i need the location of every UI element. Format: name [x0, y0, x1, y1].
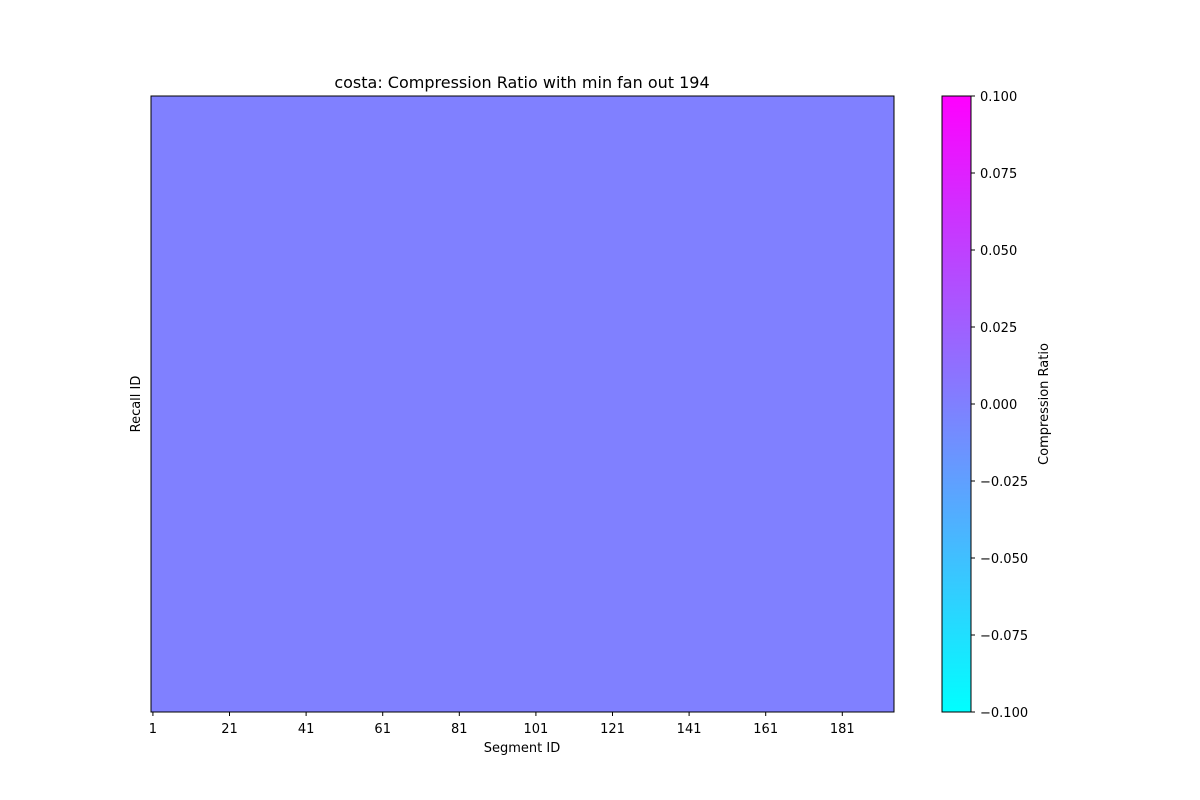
x-tick-label: 181: [830, 722, 855, 737]
colorbar-tick-label: 0.000: [980, 398, 1017, 413]
colorbar: [942, 96, 971, 712]
colorbar-tick-label: 0.075: [980, 167, 1017, 182]
x-tick-label: 21: [221, 722, 238, 737]
x-tick-label: 61: [374, 722, 391, 737]
colorbar-tick-label: 0.100: [980, 90, 1017, 105]
plot-frame: [150, 95, 895, 713]
x-tick-label: 1: [149, 722, 157, 737]
colorbar-tick-label: 0.050: [980, 244, 1017, 259]
x-axis-label: Segment ID: [484, 741, 560, 756]
x-tick-label: 101: [523, 722, 548, 737]
x-axis-ticks: 1 21 41 61 81 101 121 141 161 181: [149, 712, 855, 737]
x-tick-label: 141: [677, 722, 702, 737]
colorbar-tick-label: −0.100: [980, 706, 1028, 721]
x-tick-label: 81: [451, 722, 468, 737]
heatmap-plot-area: [151, 96, 894, 712]
colorbar-tick-label: −0.075: [980, 629, 1028, 644]
colorbar-tick-label: −0.025: [980, 475, 1028, 490]
heatmap-cell: [151, 96, 894, 712]
colorbar-ticks: 0.100 0.075 0.050 0.025 0.000 −0.025 −0.050 −0.…: [971, 90, 1028, 721]
x-tick-label: 41: [298, 722, 315, 737]
x-tick-label: 161: [753, 722, 778, 737]
y-axis-label: Recall ID: [129, 376, 144, 433]
colorbar-tick-label: −0.050: [980, 552, 1028, 567]
colorbar-tick-label: 0.025: [980, 321, 1017, 336]
colorbar-label: Compression Ratio: [1037, 343, 1052, 465]
x-tick-label: 121: [600, 722, 625, 737]
chart-title: costa: Compression Ratio with min fan ou…: [334, 73, 709, 92]
